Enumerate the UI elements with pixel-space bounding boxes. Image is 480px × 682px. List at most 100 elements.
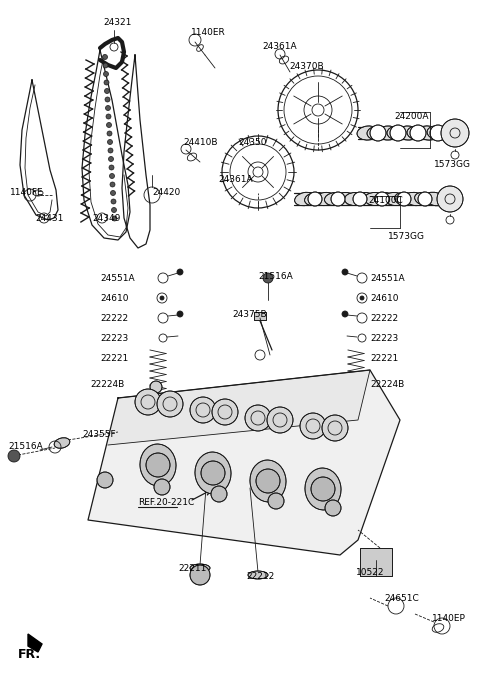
Circle shape [150,381,162,393]
Text: 22224B: 22224B [90,380,124,389]
Circle shape [112,216,117,221]
Circle shape [104,80,109,85]
Ellipse shape [305,468,341,510]
Ellipse shape [295,192,315,206]
Circle shape [135,389,161,415]
Text: 24610: 24610 [370,294,398,303]
Ellipse shape [324,192,346,205]
Ellipse shape [417,126,439,140]
Text: 21516A: 21516A [8,442,43,451]
Ellipse shape [425,192,445,206]
Text: FR.: FR. [18,648,41,661]
Circle shape [190,397,216,423]
Text: 22223: 22223 [100,334,128,343]
Ellipse shape [415,192,435,206]
Text: 24551A: 24551A [100,274,134,283]
Ellipse shape [364,192,385,205]
Ellipse shape [305,192,325,206]
Circle shape [263,273,273,283]
Ellipse shape [397,126,419,140]
Ellipse shape [395,192,415,205]
Bar [254,312,266,320]
Circle shape [108,156,113,162]
Circle shape [430,125,446,141]
Circle shape [110,182,115,187]
Circle shape [322,415,348,441]
Circle shape [360,296,364,300]
Text: 24651C: 24651C [384,594,419,603]
Circle shape [331,192,345,206]
Text: 1573GG: 1573GG [434,160,471,169]
Ellipse shape [54,438,70,448]
Circle shape [256,469,280,493]
Text: 22224B: 22224B [370,380,404,389]
Ellipse shape [384,192,406,205]
Circle shape [154,479,170,495]
Circle shape [300,413,326,439]
Text: 22222: 22222 [370,314,398,323]
Circle shape [375,192,389,206]
Circle shape [212,399,238,425]
Circle shape [311,477,335,501]
Text: 1140FE: 1140FE [10,188,44,197]
Text: 21516A: 21516A [258,272,293,281]
Circle shape [177,269,183,275]
Text: 24361A: 24361A [263,42,297,51]
Circle shape [97,472,113,488]
Ellipse shape [195,452,231,494]
Text: 24200A: 24200A [394,112,429,121]
Circle shape [308,192,322,206]
Circle shape [107,123,111,128]
Circle shape [110,190,116,196]
Circle shape [390,125,406,141]
Text: 22221: 22221 [370,354,398,363]
Ellipse shape [335,192,356,205]
Circle shape [106,106,110,110]
Ellipse shape [250,460,286,502]
Ellipse shape [367,126,389,140]
Text: 10522: 10522 [356,568,384,577]
Ellipse shape [374,192,396,205]
Circle shape [109,165,114,170]
Text: 24551A: 24551A [370,274,405,283]
Circle shape [325,500,341,516]
Ellipse shape [405,192,425,206]
Text: 24410B: 24410B [183,138,217,147]
Text: 24361A: 24361A [218,175,252,184]
Circle shape [268,493,284,509]
Circle shape [8,450,20,462]
Text: 24321: 24321 [104,18,132,27]
Circle shape [111,207,117,213]
Bar [254,312,266,320]
Circle shape [103,63,108,68]
Text: 1140EP: 1140EP [432,614,466,623]
Text: 24100C: 24100C [368,196,403,205]
Circle shape [267,407,293,433]
Text: 22211: 22211 [178,564,206,573]
Ellipse shape [427,126,449,140]
Text: 22221: 22221 [100,354,128,363]
Ellipse shape [190,564,210,572]
Circle shape [108,140,112,145]
Circle shape [177,311,183,317]
Circle shape [201,461,225,485]
Text: REF.20-221C: REF.20-221C [138,498,194,507]
Polygon shape [108,370,370,445]
Text: 24370B: 24370B [290,62,324,71]
Ellipse shape [377,126,399,140]
Circle shape [109,173,115,179]
Text: 24355F: 24355F [82,430,116,439]
Circle shape [437,186,463,212]
Circle shape [105,97,110,102]
Circle shape [342,269,348,275]
Circle shape [418,192,432,206]
Text: 24349: 24349 [93,214,121,223]
Circle shape [245,405,271,431]
Ellipse shape [140,444,176,486]
Ellipse shape [437,125,459,140]
Circle shape [104,72,108,76]
Circle shape [111,199,116,204]
Ellipse shape [407,126,429,140]
Text: 24375B: 24375B [232,310,266,319]
Polygon shape [28,634,42,652]
